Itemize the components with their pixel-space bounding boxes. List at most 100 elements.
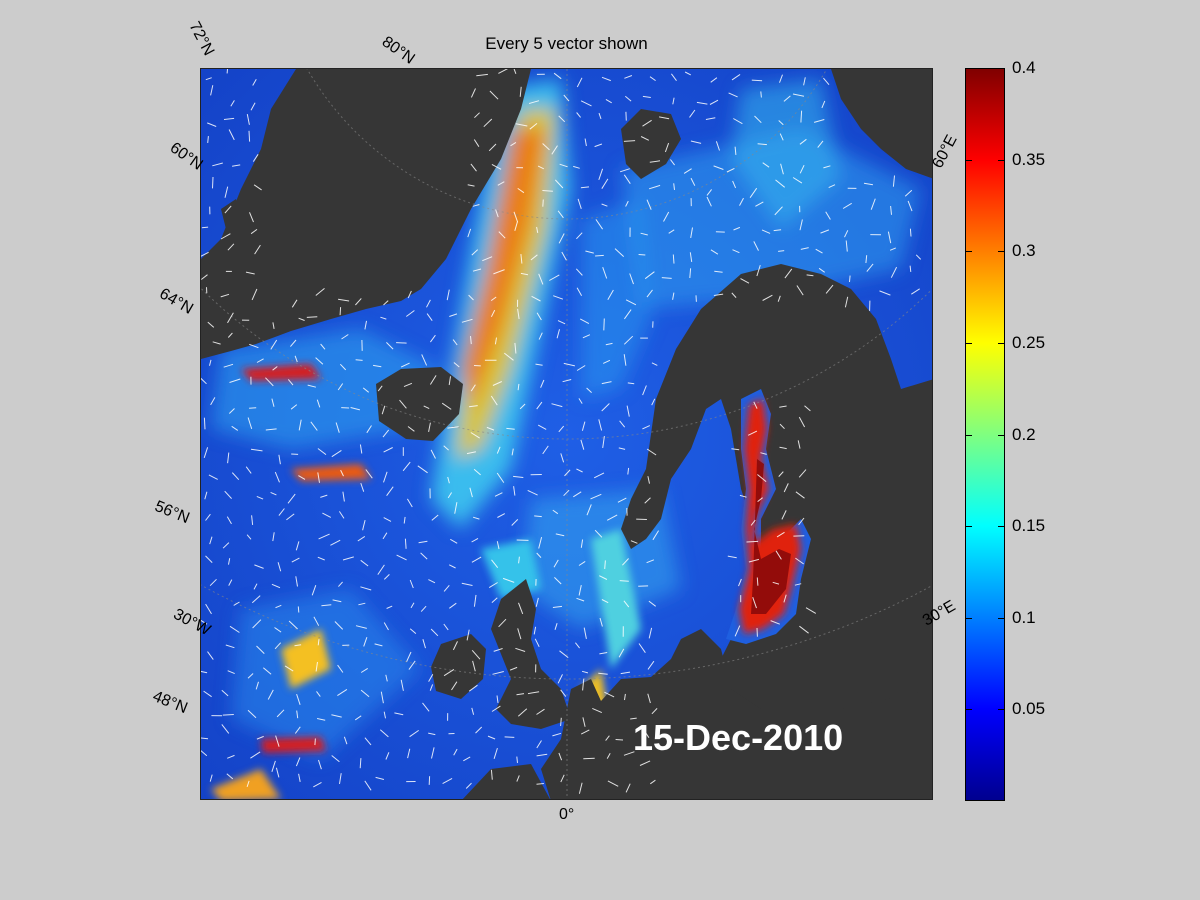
vector-arrow [298,317,305,321]
vector-arrow [223,117,235,120]
vector-arrow [690,177,696,186]
vector-arrow [246,534,252,540]
vector-arrow [555,533,565,537]
vector-arrow [407,426,415,432]
vector-arrow [363,637,368,647]
vector-arrow [502,577,515,583]
vector-arrow [580,186,590,189]
vector-arrow [563,362,576,367]
vector-arrow [684,71,692,76]
vector-arrow [630,717,637,720]
vector-arrow [210,397,216,406]
vector-arrow [732,180,737,189]
vector-arrow [629,273,634,285]
vector-arrow [709,99,719,105]
vector-arrow [402,461,411,472]
vector-arrow [598,168,604,181]
vector-arrow [649,160,661,163]
vector-arrow [379,729,389,738]
vector-arrow [560,717,562,727]
vector-arrow [357,535,366,542]
vector-arrow [294,355,298,363]
vector-arrow [249,212,254,223]
vector-arrow [496,472,505,483]
vector-arrow [364,320,367,330]
vector-arrow [602,359,611,364]
vector-arrow [518,602,524,615]
vector-arrow [223,363,234,368]
vector-arrow [426,299,431,308]
vector-arrow [335,422,340,433]
vector-arrow [551,403,563,408]
vector-arrow [429,375,437,385]
vector-arrow [798,517,805,526]
vector-arrow [590,493,602,500]
vector-arrow [515,647,526,652]
vector-arrow [409,628,417,634]
vector-arrow [290,339,297,347]
vector-arrow [605,342,613,346]
vector-arrow [362,387,370,393]
vector-arrow [648,600,657,607]
vector-arrow [364,737,372,746]
vector-arrow [599,617,603,627]
vector-arrow [733,226,741,231]
vector-arrow [576,597,585,602]
vector-arrow [212,162,223,167]
vector-arrow [316,691,321,697]
vector-arrow [272,532,275,542]
vector-arrow [601,381,612,385]
vector-arrow [498,231,506,239]
vector-arrow [317,556,325,561]
vector-arrow [209,536,213,545]
vector-arrow [554,179,564,189]
vector-arrow [863,182,873,186]
vector-arrow [201,619,208,625]
vector-arrow [472,516,480,520]
vector-arrow [714,270,723,273]
vector-arrow [407,748,411,759]
vector-arrow [383,471,388,483]
vector-arrow [646,448,657,456]
vector-arrow [201,251,209,257]
vector-arrow [278,454,281,465]
vector-arrow [247,673,254,679]
vector-arrow [310,421,318,431]
vector-arrow [423,405,430,410]
vector-arrow [492,671,504,675]
vector-arrow [779,405,787,408]
vector-arrow [471,707,475,715]
vector-arrow [209,578,217,587]
vector-arrow [642,119,652,127]
vector-arrow [578,782,583,794]
vector-arrow [252,154,259,162]
vector-arrow [288,620,298,630]
vector-arrow [475,726,483,734]
vector-arrow [359,444,363,454]
vector-arrow [756,577,759,586]
vector-arrow [739,494,747,498]
vector-arrow [298,475,306,480]
vector-arrow [313,616,320,626]
vector-arrow [792,177,803,184]
vector-arrow [468,405,478,408]
vector-arrow [754,115,762,124]
vector-arrow [731,448,740,451]
vector-arrow [246,114,250,125]
vector-arrow [338,511,345,519]
vector-arrow [207,122,217,127]
vector-arrow [383,711,386,719]
vector-arrow [672,97,675,105]
vector-arrow [615,739,624,741]
vector-arrow [355,298,362,306]
vector-arrow [473,594,477,607]
vector-arrow [318,759,322,770]
vector-arrow [471,649,481,660]
vector-arrow [624,95,632,102]
vector-arrow [904,189,913,197]
vector-arrow [627,467,630,475]
vector-arrow [601,76,611,82]
vector-arrow [651,398,656,406]
vector-arrow [360,482,365,492]
vector-arrow [511,519,519,526]
